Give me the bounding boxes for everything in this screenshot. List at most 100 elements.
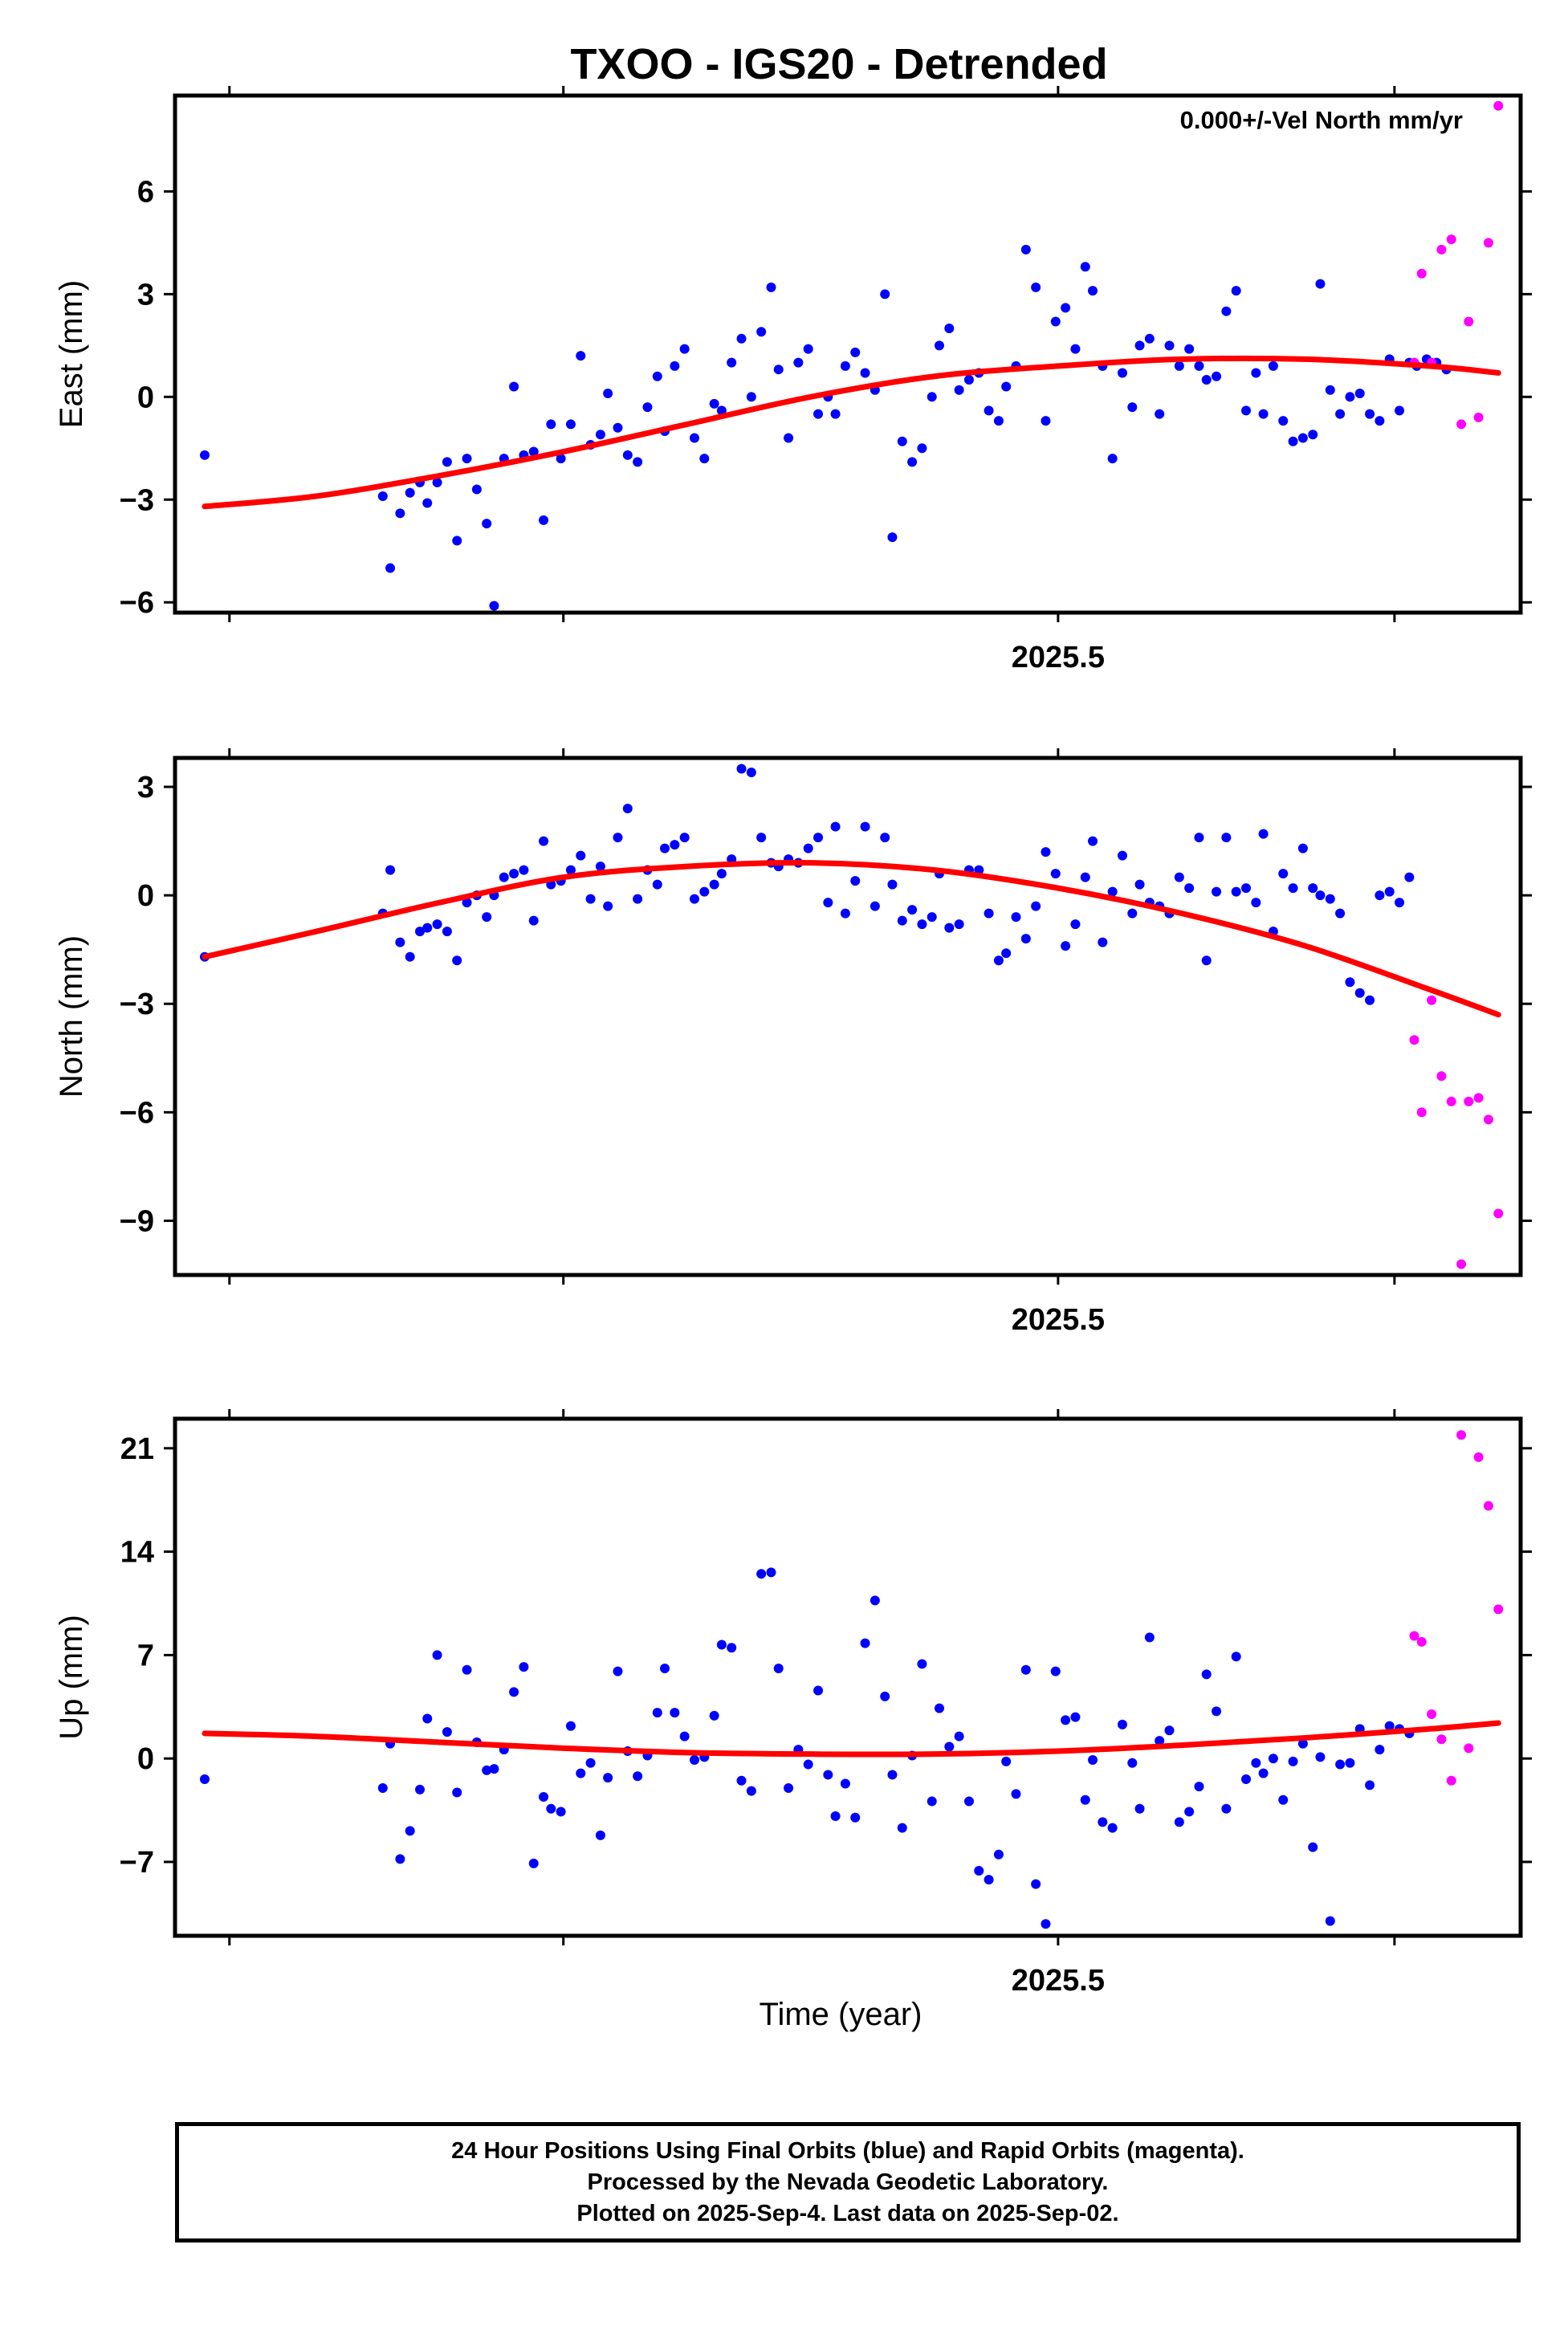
final-orbit-point: [539, 836, 549, 846]
final-orbit-point: [917, 443, 927, 454]
rapid-orbit-point: [1464, 316, 1474, 327]
final-orbit-point: [565, 865, 576, 875]
final-orbit-point: [1194, 833, 1204, 843]
final-orbit-point: [1375, 890, 1385, 901]
final-orbit-point: [1117, 850, 1127, 861]
final-orbit-point: [1335, 409, 1346, 419]
final-orbit-point: [1164, 340, 1175, 351]
x-tick-label: 2025.5: [1012, 641, 1105, 674]
rapid-orbit-point: [1473, 1452, 1484, 1462]
final-orbit-point: [773, 1663, 784, 1673]
final-orbit-point: [1221, 306, 1232, 316]
final-orbit-point: [1041, 1919, 1051, 1929]
final-orbit-point: [887, 1770, 898, 1780]
final-orbit-point: [830, 821, 841, 832]
final-orbit-point: [1251, 898, 1261, 908]
final-orbit-point: [1404, 872, 1415, 882]
final-orbit-point: [1107, 886, 1118, 897]
final-orbit-point: [1241, 405, 1252, 416]
final-orbit-point: [395, 937, 405, 947]
final-orbit-point: [405, 951, 415, 962]
rapid-orbit-point: [1456, 1259, 1467, 1269]
final-orbit-point: [1315, 890, 1326, 901]
final-orbit-point: [1088, 836, 1098, 846]
final-orbit-point: [993, 1849, 1004, 1860]
final-orbit-point: [452, 536, 462, 546]
rapid-orbit-point: [1473, 1093, 1484, 1103]
final-orbit-point: [1001, 948, 1012, 959]
plot-area-up: [199, 1430, 1504, 1929]
plot-frame-up: [173, 1416, 1523, 1938]
fit-curve-up: [202, 1720, 1501, 1758]
final-orbit-point: [766, 1567, 776, 1578]
final-orbit-point: [1258, 409, 1269, 419]
final-orbit-point: [1070, 1712, 1081, 1722]
final-orbit-point: [1325, 1916, 1335, 1926]
final-orbit-point: [746, 768, 756, 778]
final-orbit-point: [1288, 436, 1298, 446]
final-orbit-point: [993, 416, 1004, 426]
final-orbit-point: [539, 1792, 549, 1802]
final-orbit-point: [974, 1866, 984, 1876]
final-orbit-point: [1088, 286, 1098, 296]
final-orbit-point: [1127, 1758, 1138, 1768]
final-orbit-point: [613, 833, 623, 843]
rapid-orbit-point: [1456, 1430, 1467, 1440]
rapid-orbit-point: [1416, 1636, 1427, 1647]
rapid-orbit-point: [1464, 1743, 1474, 1754]
final-orbit-point: [1335, 1759, 1346, 1770]
final-orbit-point: [1308, 883, 1318, 894]
final-orbit-point: [860, 821, 870, 832]
final-orbit-point: [1251, 1758, 1261, 1768]
final-orbit-point: [927, 1796, 937, 1807]
final-orbit-point: [528, 915, 539, 926]
final-orbit-point: [1134, 879, 1145, 890]
final-orbit-point: [1001, 381, 1012, 392]
final-orbit-point: [652, 1708, 662, 1718]
final-orbit-point: [1365, 409, 1375, 419]
final-orbit-point: [1144, 333, 1155, 344]
final-orbit-point: [1258, 829, 1269, 839]
final-orbit-point: [1107, 1823, 1118, 1833]
final-orbit-point: [519, 865, 529, 875]
final-orbit-point: [984, 405, 994, 416]
final-orbit-point: [1174, 872, 1184, 882]
final-orbit-point: [1345, 392, 1355, 402]
final-orbit-point: [576, 1768, 586, 1778]
rapid-orbit-point: [1483, 238, 1493, 248]
final-orbit-point: [1134, 340, 1145, 351]
final-orbit-point: [1384, 886, 1395, 897]
final-orbit-point: [773, 365, 784, 375]
y-axis-label-north: North (mm): [54, 935, 89, 1098]
final-orbit-point: [727, 357, 737, 368]
final-orbit-point: [603, 1773, 613, 1783]
final-orbit-point: [1288, 883, 1298, 894]
final-orbit-point: [803, 843, 813, 853]
final-orbit-point: [1020, 934, 1031, 944]
final-orbit-point: [963, 1796, 974, 1807]
final-orbit-point: [1134, 1803, 1145, 1814]
final-orbit-point: [1325, 894, 1335, 904]
final-orbit-point: [679, 344, 690, 354]
final-orbit-point: [727, 1643, 737, 1653]
y-tick-label: −6: [120, 1096, 154, 1130]
final-orbit-point: [860, 1638, 870, 1648]
final-orbit-point: [1031, 1879, 1041, 1889]
final-orbit-point: [1212, 371, 1222, 381]
final-orbit-point: [813, 1685, 824, 1696]
final-orbit-point: [699, 886, 710, 897]
y-tick-label: 21: [120, 1432, 154, 1466]
final-orbit-point: [907, 457, 918, 467]
final-orbit-point: [1212, 1706, 1222, 1717]
rapid-orbit-point: [1493, 1208, 1504, 1219]
final-orbit-point: [880, 833, 890, 843]
final-orbit-point: [736, 333, 747, 344]
final-orbit-point: [565, 1721, 576, 1731]
final-orbit-point: [482, 1765, 492, 1775]
y-tick-label: −3: [120, 483, 154, 517]
final-orbit-point: [539, 515, 549, 525]
final-orbit-point: [823, 898, 833, 908]
final-orbit-point: [870, 1595, 880, 1606]
final-orbit-point: [1231, 886, 1241, 897]
fit-curve-east: [202, 355, 1501, 510]
